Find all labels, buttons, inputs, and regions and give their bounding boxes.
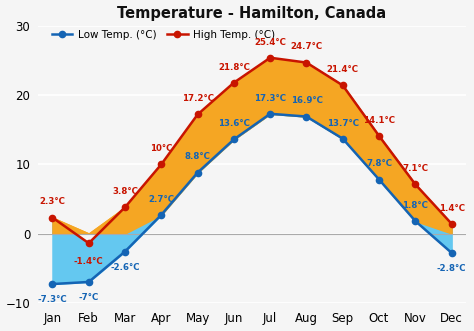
Text: -2.6°C: -2.6°C bbox=[110, 262, 140, 272]
Text: 17.2°C: 17.2°C bbox=[182, 94, 214, 103]
Text: 21.4°C: 21.4°C bbox=[327, 65, 359, 74]
Text: 25.4°C: 25.4°C bbox=[254, 38, 286, 47]
Text: 24.7°C: 24.7°C bbox=[291, 42, 322, 51]
Text: 7.8°C: 7.8°C bbox=[366, 160, 392, 168]
Text: -2.8°C: -2.8°C bbox=[437, 264, 466, 273]
Text: -1.4°C: -1.4°C bbox=[74, 257, 103, 266]
Text: 2.7°C: 2.7°C bbox=[148, 195, 174, 204]
Text: 17.3°C: 17.3°C bbox=[254, 94, 286, 103]
Text: 8.8°C: 8.8°C bbox=[185, 153, 210, 162]
Text: 1.8°C: 1.8°C bbox=[402, 201, 428, 210]
Text: 2.3°C: 2.3°C bbox=[39, 198, 65, 207]
Text: 21.8°C: 21.8°C bbox=[218, 63, 250, 71]
Text: 16.9°C: 16.9°C bbox=[291, 96, 322, 106]
Title: Temperature - Hamilton, Canada: Temperature - Hamilton, Canada bbox=[118, 6, 387, 21]
Text: 7.1°C: 7.1°C bbox=[402, 164, 428, 173]
Text: -7°C: -7°C bbox=[79, 293, 99, 302]
Text: 10°C: 10°C bbox=[150, 144, 173, 153]
Text: 13.6°C: 13.6°C bbox=[218, 119, 250, 128]
Text: 3.8°C: 3.8°C bbox=[112, 187, 138, 196]
Text: 13.7°C: 13.7°C bbox=[327, 118, 359, 127]
Text: 1.4°C: 1.4°C bbox=[438, 204, 465, 213]
Text: -7.3°C: -7.3°C bbox=[37, 295, 67, 304]
Text: 14.1°C: 14.1°C bbox=[363, 116, 395, 125]
Legend: Low Temp. (°C), High Temp. (°C): Low Temp. (°C), High Temp. (°C) bbox=[47, 25, 279, 44]
